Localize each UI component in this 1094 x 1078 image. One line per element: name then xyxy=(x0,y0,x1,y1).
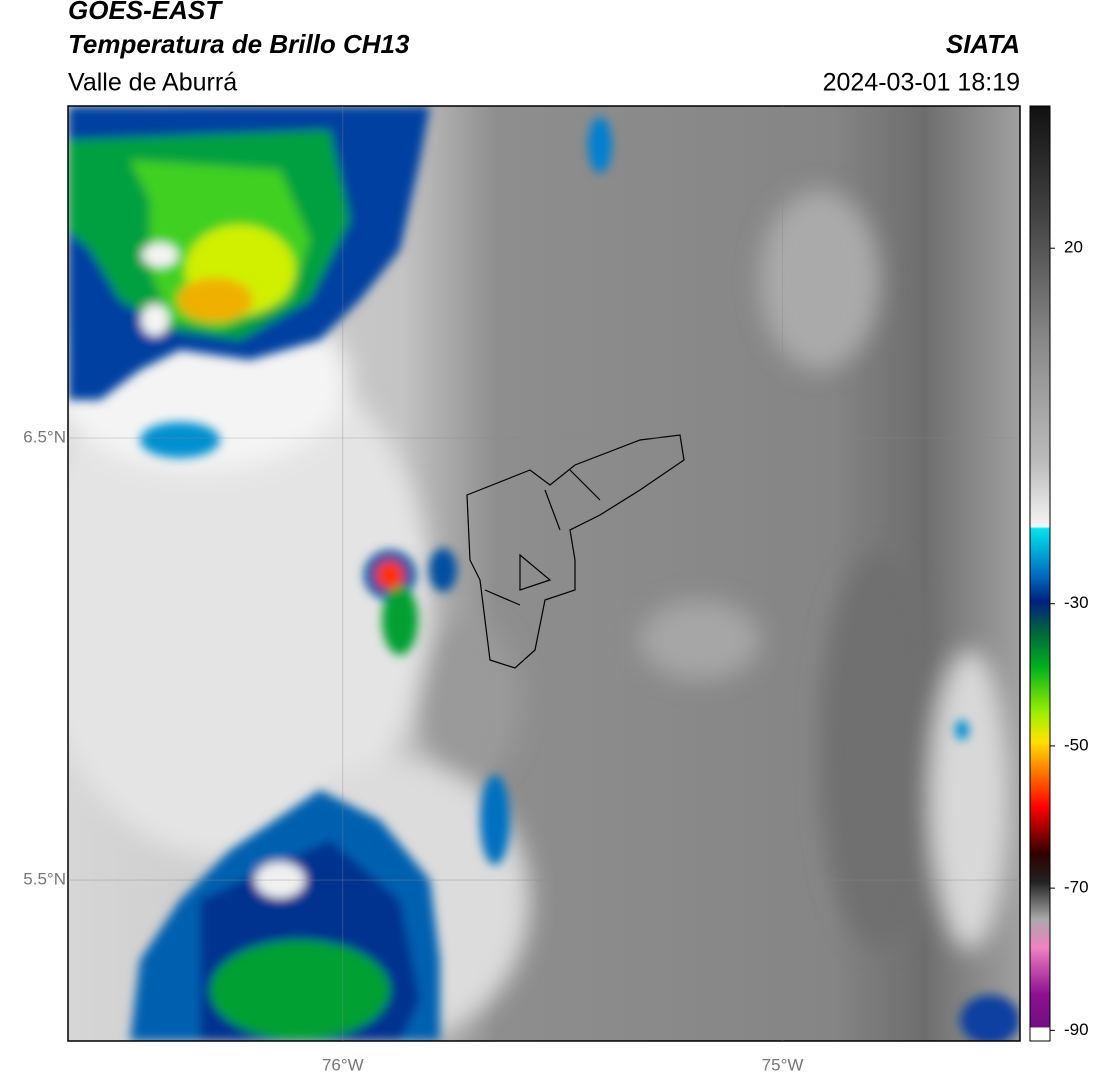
satellite-image xyxy=(68,106,1020,1041)
region: Valle de Aburrá xyxy=(68,69,237,97)
colorbar-label: -30 xyxy=(1064,593,1089,612)
colorbar-label: -50 xyxy=(1064,735,1089,754)
subtitle: Temperatura de Brillo CH13 xyxy=(68,29,410,59)
colorbar-label: -70 xyxy=(1064,878,1089,897)
source: SIATA xyxy=(946,29,1020,59)
map-frame xyxy=(67,105,1021,1042)
colorbar-label: 20 xyxy=(1064,238,1083,257)
lon-label: 76°W xyxy=(322,1055,364,1074)
lat-label: 5.5°N xyxy=(23,870,66,889)
lon-label: 75°W xyxy=(762,1055,804,1074)
title: GOES-EAST xyxy=(68,0,223,25)
lat-label: 6.5°N xyxy=(23,427,66,446)
colorbar-label: -90 xyxy=(1064,1020,1089,1039)
datetime: 2024-03-01 18:19 xyxy=(823,69,1020,97)
colorbar xyxy=(1029,105,1051,1042)
valley-boundary xyxy=(466,434,685,669)
